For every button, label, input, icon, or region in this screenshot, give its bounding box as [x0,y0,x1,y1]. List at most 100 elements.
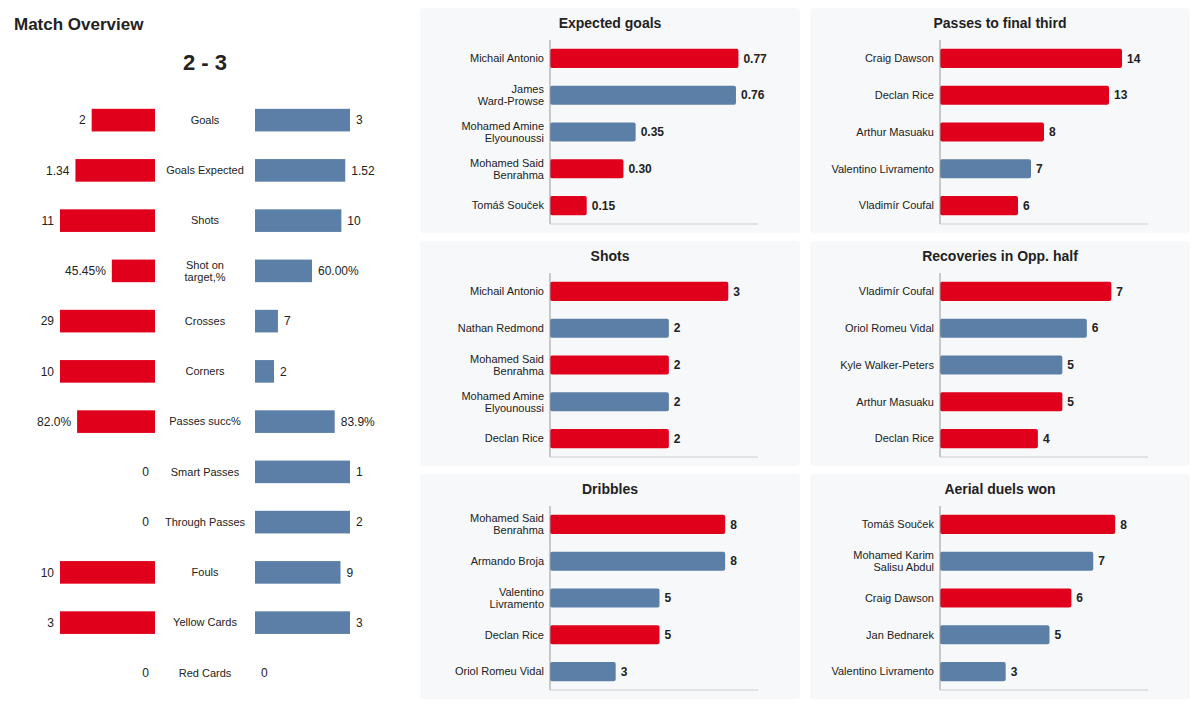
data-label: 7 [1036,162,1043,176]
data-label: 8 [1049,125,1056,139]
axis-baseline [940,273,941,457]
axis-baseline [550,273,551,457]
category-label: Jan Bednarek [866,629,934,641]
bars [550,515,725,681]
player-panel: Recoveries in Opp. half7Vladimír Coufal6… [810,241,1190,466]
category-label: JamesWard-Prowse [478,83,545,107]
bar [940,319,1087,338]
category-label: Shots [191,214,220,226]
axis-line [940,457,1148,458]
category-label: Shot ontarget,% [185,259,226,283]
bar [940,662,1006,681]
bar [155,662,156,685]
category-label: Michail Antonio [470,285,544,297]
panel-background [810,8,1190,233]
category-label: Smart Passes [171,466,240,478]
bar [550,625,659,644]
bar [550,159,623,178]
data-label: 3 [356,616,363,630]
panel-background [420,474,800,699]
category-label: Nathan Redmond [458,322,544,334]
bar [550,49,738,68]
data-label: 3 [1011,665,1018,679]
data-label: 5 [664,591,671,605]
bar [60,611,155,634]
axis-baseline [550,40,551,224]
bar [940,588,1071,607]
bar [940,196,1018,215]
bars [940,515,1115,681]
category-label: Declan Rice [485,629,544,641]
category-label: Vladimír Coufal [859,285,934,297]
category-label: Armando Broja [471,555,545,567]
data-label: 5 [1054,628,1061,642]
bars [550,49,738,215]
bar [255,511,350,534]
bar [550,355,669,374]
axis-line [550,690,758,691]
bar [550,552,725,571]
category-label: Vladimír Coufal [859,199,934,211]
data-label: 10 [41,566,55,580]
category-label: Goals [191,114,220,126]
player-panel: Passes to final third14Craig Dawson13Dec… [810,8,1190,233]
category-label: Tomáš Souček [862,518,935,530]
category-label: Oriol Romeu Vidal [455,665,544,677]
panel-background [420,241,800,466]
data-label: 2 [674,395,681,409]
category-label: Declan Rice [485,432,544,444]
data-label: 3 [621,665,628,679]
axis-line [550,457,758,458]
bar [155,461,156,484]
category-label: Mohamed KarimSalisu Abdul [853,549,934,573]
data-label: 83.9% [341,415,375,429]
data-label: 0.76 [741,88,765,102]
bar [550,662,616,681]
bar [550,429,669,448]
data-label: 6 [1076,591,1083,605]
data-label: 2 [674,358,681,372]
panel-title: Aerial duels won [944,481,1055,497]
bar [550,196,587,215]
data-label: 0.15 [592,199,616,213]
data-label: 1.34 [46,164,70,178]
axis-baseline [940,40,941,224]
bars [940,282,1111,448]
axis-line [550,224,758,225]
category-label: Mohamed AmineElyounoussi [461,120,544,144]
bar [550,122,636,141]
bar [940,392,1062,411]
data-label: 82.0% [37,415,71,429]
bar [255,611,350,634]
data-label: 0 [142,666,149,680]
bar [550,282,728,301]
category-label: Mohamed SaidBenrahma [470,353,545,377]
category-label: Corners [185,365,225,377]
bar [940,282,1111,301]
player-panel: Shots3Michail Antonio2Nathan Redmond2Moh… [420,241,800,466]
category-label: Through Passes [165,516,246,528]
data-label: 1 [356,465,363,479]
bar [940,515,1115,534]
bar [255,360,274,383]
bar [60,310,155,333]
data-label: 3 [733,285,740,299]
bar [255,260,312,283]
category-label: Yellow Cards [173,616,237,628]
bar [550,588,659,607]
category-label: Craig Dawson [865,592,934,604]
category-label: ValentinoLivramento [490,586,544,610]
panel-title: Recoveries in Opp. half [922,248,1078,264]
category-label: Oriol Romeu Vidal [845,322,934,334]
data-label: 5 [1067,358,1074,372]
data-label: 2 [280,365,287,379]
bar [255,561,341,584]
category-label: Tomáš Souček [472,199,545,211]
data-label: 60.00% [318,264,359,278]
category-label: Mohamed SaidBenrahma [470,512,545,536]
data-label: 8 [730,518,737,532]
axis-line [940,224,1148,225]
bar [940,552,1093,571]
player-panel: Aerial duels won8Tomáš Souček7Mohamed Ka… [810,474,1190,699]
bars [550,282,728,448]
